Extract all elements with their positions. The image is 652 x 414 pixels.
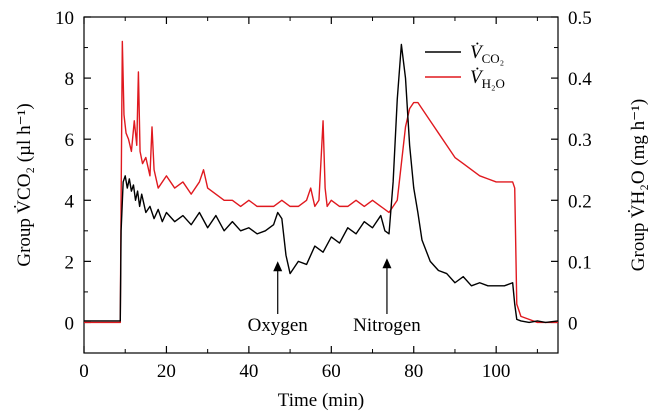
legend-co2-symbol: V̇ bbox=[470, 41, 484, 63]
annotation-arrowhead bbox=[273, 261, 283, 272]
legend-h2o-subscript: H₂O bbox=[482, 76, 505, 91]
series-line-co2 bbox=[84, 43, 559, 324]
x-axis-title: Time (min) bbox=[278, 390, 364, 411]
y-right-tick-label: 0.1 bbox=[568, 252, 592, 273]
legend-h2o-symbol: V̇ bbox=[470, 66, 484, 88]
series-layer bbox=[84, 40, 559, 324]
y-left-tick-label: 6 bbox=[65, 130, 75, 151]
x-tick-label: 60 bbox=[322, 361, 341, 382]
legend-co2-label: V̇CO₂ bbox=[470, 41, 504, 66]
x-tick-label: 20 bbox=[157, 361, 176, 382]
annotation-oxygen: Oxygen bbox=[248, 315, 309, 336]
y-left-tick-label: 8 bbox=[65, 69, 75, 90]
annotation-nitrogen: Nitrogen bbox=[353, 315, 421, 336]
legend-h2o-label: V̇H₂O bbox=[470, 66, 505, 91]
y-left-tick-label: 4 bbox=[65, 191, 75, 212]
y-right-tick-label: 0 bbox=[568, 313, 578, 334]
x-tick-label: 0 bbox=[79, 361, 89, 382]
series-line-h2o bbox=[84, 40, 558, 324]
annotations: Oxygen Nitrogen bbox=[248, 258, 421, 336]
x-tick-label: 80 bbox=[404, 361, 423, 382]
plot-frame bbox=[83, 16, 559, 354]
y-axis-left-title: Group V̇CO₂ (µl h⁻¹) bbox=[12, 103, 35, 266]
legend: V̇CO₂ V̇H₂O bbox=[425, 41, 505, 91]
x-tick-label: 100 bbox=[482, 361, 511, 382]
y-right-tick-label: 0.5 bbox=[568, 8, 592, 29]
y-right-tick-label: 0.2 bbox=[568, 191, 592, 212]
annotation-arrowhead bbox=[382, 258, 392, 269]
y-right-tick-label: 0.4 bbox=[568, 69, 592, 90]
y-left-tick-label: 10 bbox=[55, 8, 74, 29]
y-right-tick-label: 0.3 bbox=[568, 130, 592, 151]
y-left-tick-label: 0 bbox=[65, 313, 75, 334]
x-tick-label: 40 bbox=[239, 361, 258, 382]
y-axis-right-title: Group V̇H₂O (mg h⁻¹) bbox=[626, 99, 649, 271]
y-left-tick-label: 2 bbox=[65, 252, 75, 273]
legend-co2-subscript: CO₂ bbox=[482, 51, 505, 66]
